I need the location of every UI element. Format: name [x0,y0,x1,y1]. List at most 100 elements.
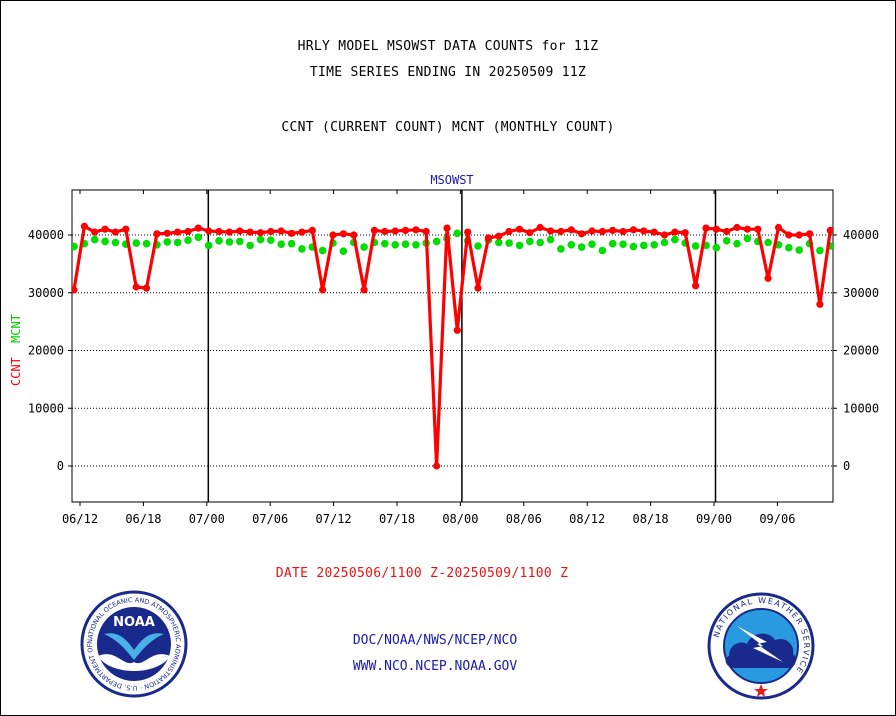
data-point-mcnt [72,242,78,251]
x-tick-label: 08/06 [506,512,542,526]
data-point-mcnt [142,239,151,248]
data-point-ccnt [526,229,534,237]
data-point-ccnt [174,228,182,236]
data-point-mcnt [339,247,348,255]
data-point-mcnt [401,240,410,248]
data-point-ccnt [774,223,783,232]
data-point-ccnt [536,223,544,232]
data-point-ccnt [370,226,378,234]
data-point-ccnt [308,226,316,234]
data-point-mcnt [526,237,534,246]
y-tick-label-right: 30000 [843,286,879,300]
data-point-mcnt [267,236,275,244]
website-link[interactable]: WWW.NCO.NCEP.NOAA.GOV [352,659,518,674]
data-point-ccnt [547,227,555,235]
x-tick-label: 06/12 [62,512,98,526]
plot-frame [71,189,834,503]
data-point-ccnt [464,228,472,236]
data-point-mcnt [629,242,638,251]
data-point-ccnt [484,234,492,242]
data-point-ccnt [733,223,741,232]
y-axis-label-mcnt: MCNT [9,314,23,343]
data-point-mcnt [671,235,679,244]
data-point-mcnt [743,234,752,243]
data-point-ccnt [609,226,617,234]
data-point-mcnt [412,241,420,249]
data-point-ccnt [205,227,213,235]
data-point-ccnt [806,230,814,238]
data-point-mcnt [515,241,524,250]
x-tick-label: 08/12 [569,512,605,526]
data-point-ccnt [660,231,669,239]
data-point-mcnt [225,238,234,246]
data-point-ccnt [712,225,720,233]
data-point-ccnt [578,230,586,238]
data-point-ccnt [495,232,503,240]
data-point-ccnt [277,227,285,235]
nws-logo: NATIONAL WEATHER SERVICE [707,592,815,700]
data-point-ccnt [650,228,658,236]
y-tick-label-left: 0 [57,459,64,473]
data-point-ccnt [692,282,700,290]
data-point-mcnt [650,241,658,249]
data-point-ccnt [111,228,119,236]
data-point-ccnt [132,283,140,291]
data-point-mcnt [215,237,223,245]
data-point-mcnt [236,237,244,246]
data-point-ccnt [619,227,627,236]
data-point-ccnt [80,222,88,230]
data-point-ccnt [101,225,109,233]
data-point-ccnt [256,229,265,237]
x-tick-label: 06/18 [125,512,161,526]
data-point-ccnt [453,326,461,334]
x-tick-label: 09/06 [759,512,795,526]
data-point-mcnt [588,240,596,248]
data-point-ccnt [474,284,482,292]
plot-title: MSOWST [430,173,473,187]
data-point-mcnt [298,245,306,253]
data-point-mcnt [111,238,120,247]
x-tick-label: 08/00 [442,512,478,526]
data-point-mcnt [163,238,171,246]
y-tick-label-left: 40000 [28,228,64,242]
data-point-ccnt [723,227,731,236]
chart-title-line1: HRLY MODEL MSOWST DATA COUNTS for 11Z [297,39,599,54]
data-point-mcnt [795,246,803,254]
y-tick-label-right: 0 [843,459,850,473]
data-point-ccnt [422,227,430,236]
data-point-mcnt [391,241,400,249]
data-point-ccnt [433,462,441,470]
data-point-ccnt [816,300,824,308]
data-point-mcnt [640,241,648,250]
data-point-mcnt [546,235,555,244]
data-point-ccnt [795,231,803,239]
data-point-mcnt [660,238,669,247]
data-point-ccnt [743,225,752,233]
data-point-ccnt [225,228,233,236]
data-point-ccnt [319,286,327,294]
data-point-ccnt [401,226,410,234]
data-point-mcnt [816,246,824,255]
data-point-mcnt [764,238,772,247]
data-point-ccnt [184,227,192,236]
x-tick-label: 09/00 [696,512,732,526]
data-point-ccnt [785,231,793,239]
data-point-mcnt [453,229,462,238]
data-point-ccnt [339,230,347,238]
data-point-mcnt [184,236,192,244]
y-tick-label-left: 10000 [28,401,64,415]
data-point-mcnt [598,246,607,255]
data-point-ccnt [764,274,772,282]
date-range-label: DATE 20250506/1100 Z-20250509/1100 Z [275,566,569,581]
data-point-mcnt [474,242,482,250]
y-tick-label-left: 20000 [28,344,64,358]
data-point-mcnt [132,239,140,247]
data-point-ccnt [298,228,306,236]
data-point-ccnt [567,226,575,234]
data-point-ccnt [329,231,337,239]
data-point-ccnt [640,227,648,235]
y-tick-label-left: 30000 [28,286,64,300]
data-point-ccnt [142,284,151,292]
y-axis-label-ccnt: CCNT [9,357,23,386]
